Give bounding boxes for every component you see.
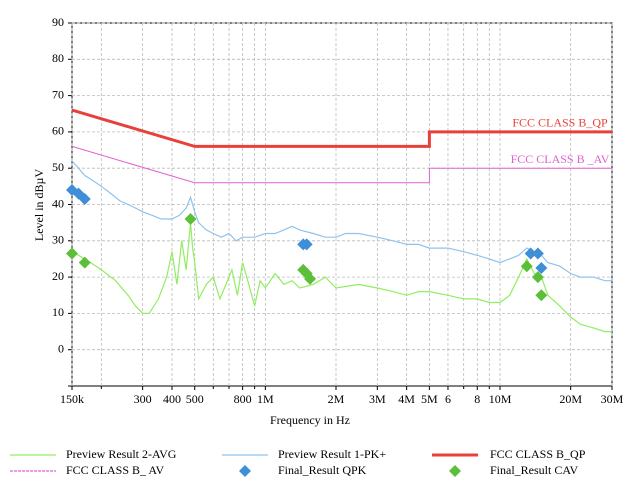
series-line	[71, 145, 612, 184]
annotation: FCC CLASS B _AV	[511, 152, 610, 166]
x-tick-label: 400	[163, 392, 181, 406]
x-tick-label: 800	[234, 392, 252, 406]
marker	[531, 247, 544, 260]
marker	[78, 193, 91, 206]
x-tick-label: 300	[134, 392, 152, 406]
legend-label: Preview Result 2-AVG	[66, 447, 177, 461]
x-tick-label: 10M	[489, 392, 512, 406]
y-tick-label: 0	[58, 341, 64, 355]
y-tick-label: 50	[52, 160, 64, 174]
y-tick-label: 60	[52, 124, 64, 138]
marker	[300, 238, 313, 251]
annotation: FCC CLASS B_QP	[512, 116, 608, 130]
legend-label: FCC CLASS B_QP	[490, 447, 586, 461]
marker	[520, 260, 533, 273]
y-tick-label: 30	[52, 233, 64, 247]
legend-label: Final_Result CAV	[490, 463, 578, 477]
marker	[78, 256, 91, 269]
x-tick-label: 5M	[421, 392, 438, 406]
x-tick-label: 20M	[559, 392, 582, 406]
y-axis-title: Level in dBµV	[32, 169, 46, 242]
y-tick-label: 80	[52, 51, 64, 65]
x-tick-label: 1M	[257, 392, 274, 406]
y-tick-label: 70	[52, 87, 64, 101]
y-tick-label: 20	[52, 269, 64, 283]
x-tick-label: 3M	[369, 392, 386, 406]
x-tick-label: 30M	[601, 392, 624, 406]
y-tick-label: 40	[52, 196, 64, 210]
y-tick-label: 90	[52, 15, 64, 29]
marker	[304, 272, 317, 285]
series-line	[71, 108, 612, 148]
x-tick-label: 4M	[398, 392, 415, 406]
legend-label: Final_Result QPK	[278, 463, 367, 477]
legend-swatch	[239, 465, 251, 477]
marker	[524, 247, 537, 260]
legend-swatch	[449, 465, 461, 477]
x-axis-title: Frequency in Hz	[270, 413, 350, 427]
series-line	[71, 222, 612, 333]
marker	[531, 271, 544, 284]
x-tick-label: 6	[445, 392, 451, 406]
y-tick-label: 10	[52, 305, 64, 319]
x-tick-label: 2M	[328, 392, 345, 406]
legend-label: Preview Result 1-PK+	[278, 447, 386, 461]
marker	[184, 213, 197, 226]
series-line	[71, 160, 612, 282]
marker	[66, 247, 78, 260]
x-tick-label: 500	[186, 392, 204, 406]
x-tick-label: 8	[474, 392, 480, 406]
legend-label: FCC CLASS B_ AV	[66, 463, 164, 477]
marker	[535, 262, 548, 275]
x-tick-label: 150k	[60, 392, 84, 406]
marker	[535, 289, 548, 302]
